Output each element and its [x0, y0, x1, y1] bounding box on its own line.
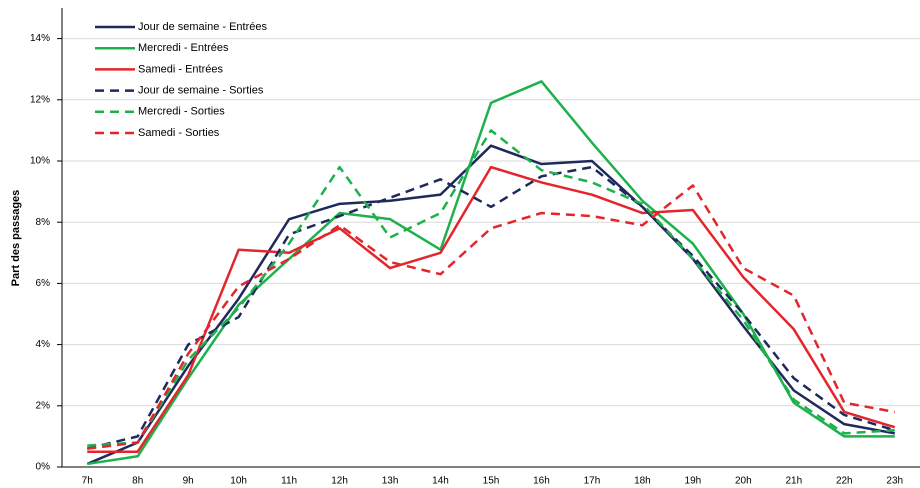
legend-label: Jour de semaine - Sorties [138, 85, 264, 97]
x-tick-label: 11h [281, 476, 297, 487]
y-axis-label: Part des passages [10, 190, 22, 287]
x-tick-label: 9h [183, 476, 194, 487]
series-line [87, 184, 895, 450]
y-tick-label: 10% [30, 156, 50, 167]
x-tick-label: 19h [685, 476, 702, 487]
x-tick-label: 10h [230, 476, 247, 487]
x-tick-label: 15h [483, 476, 500, 487]
x-tick-label: 22h [836, 476, 853, 487]
x-tick-label: 20h [735, 476, 752, 487]
legend-label: Mercredi - Entrées [138, 42, 229, 54]
x-tick-label: 13h [382, 476, 399, 487]
y-tick-label: 0% [36, 462, 51, 473]
x-tick-label: 18h [634, 476, 651, 487]
y-tick-label: 6% [36, 278, 51, 289]
legend-label: Samedi - Entrées [138, 63, 223, 75]
x-tick-label: 17h [584, 476, 601, 487]
y-tick-label: 8% [36, 217, 51, 228]
series-line [87, 129, 895, 447]
series-line [86, 144, 895, 466]
y-tick-label: 14% [30, 33, 50, 44]
x-tick-label: 12h [331, 476, 348, 487]
x-tick-label: 7h [82, 476, 93, 487]
series-line [87, 80, 895, 466]
x-tick-label: 14h [432, 476, 449, 487]
x-tick-label: 23h [886, 476, 903, 487]
series-line [87, 165, 896, 453]
y-tick-label: 12% [30, 94, 50, 105]
x-tick-label: 8h [132, 476, 143, 487]
legend-label: Mercredi - Sorties [138, 106, 225, 118]
y-tick-label: 2% [36, 400, 51, 411]
legend-label: Samedi - Sorties [138, 127, 220, 139]
y-tick-label: 4% [36, 339, 51, 350]
legend-label: Jour de semaine - Entrées [138, 21, 268, 33]
x-tick-label: 21h [785, 476, 802, 487]
series-line [86, 165, 896, 450]
x-tick-label: 16h [533, 476, 550, 487]
